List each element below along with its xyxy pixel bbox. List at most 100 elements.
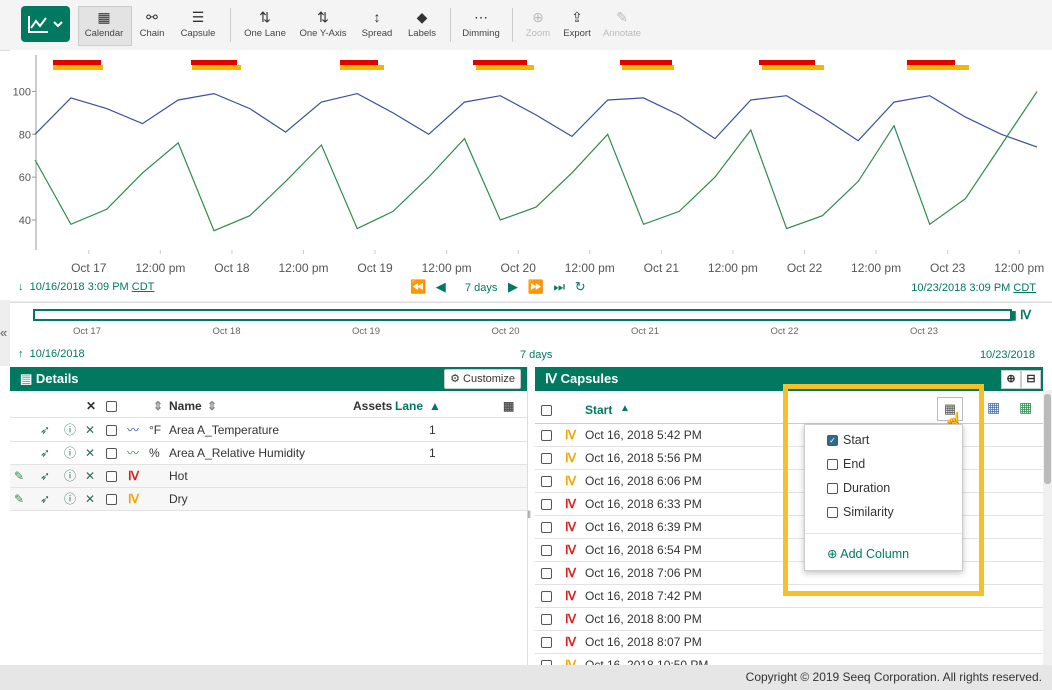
toolbar-icon[interactable]: ◆ — [416, 9, 428, 25]
toolbar-icon[interactable]: ⇅ — [317, 9, 329, 25]
info-icon[interactable]: ⓘ — [64, 492, 77, 506]
capsule-start[interactable]: Oct 16, 2018 8:07 PM — [585, 635, 702, 649]
toolbar-label[interactable]: One Y-Axis — [299, 28, 347, 39]
checkbox[interactable] — [541, 522, 552, 533]
capsule-start[interactable]: Oct 16, 2018 6:33 PM — [585, 497, 702, 511]
checkbox[interactable] — [541, 614, 552, 625]
checkbox[interactable] — [541, 637, 552, 648]
capsule-start[interactable]: Oct 16, 2018 7:06 PM — [585, 566, 702, 580]
checkbox[interactable] — [541, 405, 552, 416]
edit-icon[interactable]: ✎ — [14, 492, 25, 506]
customize-button[interactable]: ⚙ Customize — [444, 369, 521, 389]
customize-label[interactable]: Customize — [463, 373, 515, 385]
toolbar-icon[interactable]: ⊕ — [532, 9, 544, 25]
duration[interactable]: 7 days — [465, 282, 498, 294]
toolbar-label[interactable]: Calendar — [84, 28, 124, 39]
toolbar-label[interactable]: Zoom — [525, 28, 551, 39]
checkbox[interactable] — [106, 425, 117, 436]
checkbox[interactable] — [541, 545, 552, 556]
toolbar-icon[interactable]: ✎ — [616, 9, 628, 25]
name-header[interactable]: Name — [169, 399, 202, 413]
menu-label[interactable]: Start — [843, 433, 870, 447]
sort-icon[interactable]: ⇕ — [153, 399, 164, 413]
toolbar-icon[interactable]: ⇅ — [259, 9, 271, 25]
add-capsule[interactable]: ▦ — [1019, 399, 1033, 415]
toolbar-label[interactable]: One Lane — [244, 28, 286, 39]
toolbar-label[interactable]: Annotate — [602, 28, 642, 39]
navigator-range[interactable] — [33, 309, 1012, 321]
capsule-start[interactable]: Oct 16, 2018 5:56 PM — [585, 451, 702, 465]
capsule-start[interactable]: Oct 16, 2018 8:00 PM — [585, 612, 702, 626]
checkbox[interactable] — [541, 660, 552, 665]
add-column[interactable]: ▦ — [503, 399, 515, 413]
assets-header[interactable]: Assets — [353, 399, 393, 413]
add-column-item[interactable]: ⊕ Add Column — [827, 547, 910, 561]
toolbar-icon[interactable]: ▦ — [97, 9, 111, 25]
menu-checkbox[interactable]: ✓ — [827, 435, 838, 447]
toolbar-label[interactable]: Capsule — [180, 28, 216, 39]
pin-icon[interactable]: ➶ — [40, 423, 51, 437]
add-column-label[interactable]: Add Column — [840, 547, 910, 561]
menu-checkbox[interactable] — [827, 459, 838, 471]
toolbar-icon[interactable]: ⋯ — [474, 9, 488, 25]
checkbox[interactable] — [106, 494, 117, 505]
end[interactable]: 10/23/2018 3:09 PM — [911, 282, 1011, 294]
timezone[interactable]: CDT — [131, 281, 155, 293]
toolbar-icon[interactable]: ☰ — [191, 9, 205, 25]
checkbox[interactable] — [541, 499, 552, 510]
menu-label[interactable]: End — [843, 457, 866, 471]
capsule-start[interactable]: Oct 16, 2018 7:42 PM — [585, 589, 702, 603]
toolbar-label[interactable]: Chain — [139, 28, 165, 39]
checkbox[interactable] — [106, 471, 117, 482]
menu-checkbox[interactable] — [827, 483, 838, 495]
toolbar-icon[interactable]: ⚯ — [146, 9, 158, 25]
checkbox[interactable] — [541, 430, 552, 441]
toolbar-icon[interactable]: ⇪ — [571, 9, 583, 25]
pin-icon[interactable]: ➶ — [40, 492, 51, 506]
pin-icon[interactable]: ➶ — [40, 446, 51, 460]
splitter[interactable]: ‖ — [527, 510, 532, 521]
checkbox[interactable] — [541, 568, 552, 579]
capsule-start[interactable]: Oct 16, 2018 10:50 PM — [585, 658, 709, 665]
zoom-button[interactable]: ⊕ — [1001, 370, 1021, 389]
column-button[interactable]: ▦ — [937, 397, 963, 421]
navigator-handle[interactable]: ▮ Ⅳ — [1010, 308, 1032, 322]
remove-icon[interactable]: ✕ — [85, 446, 96, 460]
capsule-start[interactable]: Oct 16, 2018 6:39 PM — [585, 520, 702, 534]
toolbar-label[interactable]: Labels — [408, 28, 436, 39]
toolbar-label[interactable]: Dimming — [462, 28, 500, 39]
info-icon[interactable]: ⓘ — [64, 423, 77, 437]
remove-icon[interactable]: ✕ — [85, 492, 96, 506]
add-column[interactable]: ▦ — [987, 399, 1001, 415]
menu-label[interactable]: Duration — [843, 481, 891, 495]
menu-option[interactable]: Duration — [827, 481, 890, 495]
capsule-start[interactable]: Oct 16, 2018 6:06 PM — [585, 474, 702, 488]
remove-icon[interactable]: ✕ — [85, 469, 96, 483]
capsule-start[interactable]: Oct 16, 2018 6:54 PM — [585, 543, 702, 557]
checkbox[interactable] — [541, 591, 552, 602]
view-button[interactable] — [21, 6, 70, 42]
sort-icon[interactable]: ⇕ — [207, 399, 218, 413]
collapse-button[interactable]: ⊟ — [1021, 370, 1041, 389]
edit-icon[interactable]: ✎ — [14, 469, 25, 483]
toolbar-label[interactable]: Export — [563, 28, 591, 39]
capsule-start[interactable]: Oct 16, 2018 5:42 PM — [585, 428, 702, 442]
start-header[interactable]: Start — [585, 403, 613, 417]
lane-header[interactable]: Lane — [395, 399, 424, 413]
checkbox[interactable] — [106, 448, 117, 459]
pin-icon[interactable]: ➶ — [40, 469, 51, 483]
step-back[interactable]: ⏪ ◀ — [410, 279, 449, 294]
checkbox[interactable] — [106, 401, 117, 412]
remove-icon[interactable]: ✕ — [85, 423, 96, 437]
toolbar-label[interactable]: Spread — [361, 28, 393, 39]
step-forward[interactable]: ▶ ⏩ ⏭ ↻ — [508, 279, 589, 294]
start-time[interactable]: 10/16/2018 3:09 PM — [29, 281, 129, 293]
checkbox[interactable] — [541, 476, 552, 487]
menu-option[interactable]: ✓ Start — [827, 433, 869, 447]
menu-label[interactable]: Similarity — [843, 505, 894, 519]
toolbar-icon[interactable]: ↕ — [373, 9, 381, 25]
info-icon[interactable]: ⓘ — [64, 469, 77, 483]
arrow[interactable]: ↓ — [18, 281, 24, 293]
collapse[interactable]: « — [0, 300, 10, 366]
info-icon[interactable]: ⓘ — [64, 446, 77, 460]
